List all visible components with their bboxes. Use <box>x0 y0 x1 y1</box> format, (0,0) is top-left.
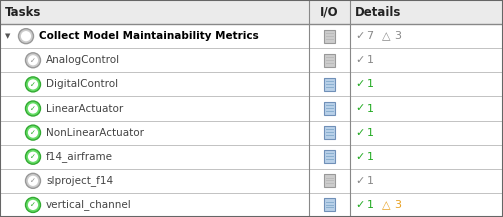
Text: ✓: ✓ <box>356 104 365 113</box>
Circle shape <box>26 149 41 164</box>
Bar <box>0 96 503 121</box>
Text: ✓: ✓ <box>30 58 36 64</box>
Bar <box>324 78 335 91</box>
Text: 1: 1 <box>367 176 374 186</box>
Bar <box>0 169 503 193</box>
Text: 1: 1 <box>367 104 374 113</box>
Text: ✓: ✓ <box>356 200 365 210</box>
Text: Details: Details <box>355 6 401 19</box>
Bar <box>324 174 335 187</box>
Circle shape <box>28 200 38 210</box>
Text: I/O: I/O <box>320 6 339 19</box>
Text: ✓: ✓ <box>30 130 36 136</box>
Text: 1: 1 <box>367 79 374 89</box>
Bar <box>324 102 335 115</box>
Bar <box>0 121 503 145</box>
Text: 1: 1 <box>367 152 374 162</box>
Text: Collect Model Maintainability Metrics: Collect Model Maintainability Metrics <box>39 31 259 41</box>
Text: ✓: ✓ <box>30 202 36 209</box>
Circle shape <box>28 103 38 114</box>
Bar <box>324 30 335 43</box>
Text: slproject_f14: slproject_f14 <box>46 175 113 186</box>
Circle shape <box>26 125 41 140</box>
Text: 1: 1 <box>367 200 374 210</box>
Bar <box>324 150 335 163</box>
Bar <box>0 145 503 169</box>
Circle shape <box>19 29 34 44</box>
Text: ✓: ✓ <box>356 55 365 65</box>
Bar <box>0 72 503 96</box>
Bar <box>324 126 335 139</box>
Text: ✓: ✓ <box>30 82 36 88</box>
Bar <box>324 126 335 139</box>
Bar <box>324 30 335 43</box>
Text: 1: 1 <box>367 128 374 138</box>
Bar <box>324 150 335 163</box>
Bar <box>324 198 335 211</box>
Text: 1: 1 <box>367 55 374 65</box>
Text: ✓: ✓ <box>356 31 365 41</box>
Bar <box>324 102 335 115</box>
Circle shape <box>26 197 41 212</box>
Bar <box>324 174 335 187</box>
Circle shape <box>28 152 38 162</box>
Text: ✓: ✓ <box>30 154 36 160</box>
Circle shape <box>21 31 31 41</box>
Bar <box>0 48 503 72</box>
Bar <box>324 198 335 211</box>
Circle shape <box>28 128 38 138</box>
Text: ▼: ▼ <box>5 33 11 39</box>
Text: △: △ <box>382 31 390 41</box>
Text: DigitalControl: DigitalControl <box>46 79 118 89</box>
Text: ✓: ✓ <box>30 178 36 184</box>
Text: NonLinearActuator: NonLinearActuator <box>46 128 144 138</box>
Text: 7: 7 <box>367 31 374 41</box>
Text: f14_airframe: f14_airframe <box>46 151 113 162</box>
Text: 3: 3 <box>394 31 401 41</box>
Circle shape <box>28 55 38 65</box>
Text: Tasks: Tasks <box>5 6 41 19</box>
Bar <box>0 193 503 217</box>
Bar <box>324 78 335 91</box>
Text: vertical_channel: vertical_channel <box>46 199 132 210</box>
Circle shape <box>28 176 38 186</box>
Text: ✓: ✓ <box>356 176 365 186</box>
Text: 3: 3 <box>394 200 401 210</box>
Text: ✓: ✓ <box>356 79 365 89</box>
Text: ✓: ✓ <box>30 106 36 112</box>
Circle shape <box>26 53 41 68</box>
Circle shape <box>26 77 41 92</box>
Text: ✓: ✓ <box>356 152 365 162</box>
Bar <box>0 0 503 24</box>
Text: LinearActuator: LinearActuator <box>46 104 123 113</box>
Circle shape <box>26 173 41 188</box>
Text: △: △ <box>382 200 390 210</box>
Circle shape <box>26 101 41 116</box>
Text: AnalogControl: AnalogControl <box>46 55 120 65</box>
Bar <box>324 54 335 67</box>
Bar <box>0 24 503 48</box>
Bar <box>324 54 335 67</box>
Circle shape <box>28 79 38 89</box>
Text: ✓: ✓ <box>356 128 365 138</box>
